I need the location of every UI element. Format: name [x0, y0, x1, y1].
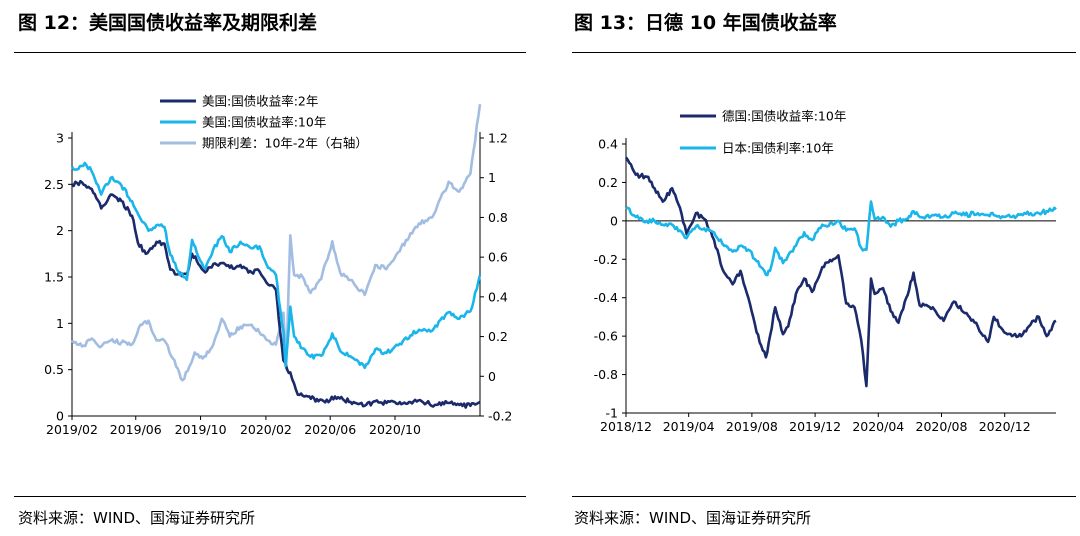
legend-label-2: 期限利差：10年-2年（右轴） [202, 136, 368, 151]
x-tick-label: 2020/08 [916, 419, 968, 434]
y2-tick-label: 1 [488, 170, 496, 185]
y-tick-label: 0 [56, 409, 64, 424]
y-tick-label: -0.2 [594, 252, 618, 267]
legend-label-0: 美国:国债收益率:2年 [202, 94, 318, 109]
x-tick-label: 2020/10 [369, 422, 421, 437]
x-tick-label: 2020/04 [852, 419, 904, 434]
y-tick-label: 2 [56, 223, 64, 238]
figure-13-title: 图 13：日德 10 年国债收益率 [574, 12, 837, 34]
figure-12-bottom-rule [14, 496, 526, 497]
y-tick-label: 2.5 [44, 177, 64, 192]
y2-tick-label: 0.6 [488, 250, 508, 265]
y-tick-label: -0.6 [594, 329, 618, 344]
y-tick-label: -0.8 [594, 367, 618, 382]
y2-tick-label: 0.2 [488, 329, 508, 344]
x-tick-label: 2020/02 [240, 422, 292, 437]
figure-12-title: 图 12：美国国债收益率及期限利差 [18, 12, 318, 34]
y2-tick-label: 0.8 [488, 210, 508, 225]
x-tick-label: 2019/04 [663, 419, 715, 434]
y-tick-label: 0.4 [598, 137, 618, 152]
series-line-2 [70, 104, 482, 382]
series-line-1 [625, 200, 1057, 277]
figure-12-source: 资料来源：WIND、国海证券研究所 [18, 509, 256, 527]
x-tick-label: 2020/06 [304, 422, 356, 437]
y-tick-label: -1 [606, 406, 618, 421]
legend-label-0: 德国:国债收益率:10年 [722, 109, 846, 124]
series-line-0 [624, 156, 1057, 388]
jp-de-yield-chart: -1 -0.8 -0.6 -0.4 -0.2 0 0.2 0.4 2018/12 2019/04 2… [594, 109, 1057, 434]
figure-13-bottom-rule [572, 496, 1076, 497]
y2-tick-label: 1.2 [488, 131, 508, 146]
figure-12-top-rule [14, 52, 526, 53]
y2-tick-label: -0.2 [488, 409, 512, 424]
us-yield-chart: 0 0.5 1 1.5 2 2.5 3 -0.2 0 0.2 0.4 0.6 0.8 1 1.2 2019/0… [44, 94, 512, 438]
y-tick-label: 1.5 [44, 270, 64, 285]
x-tick-label: 2018/12 [600, 419, 652, 434]
y-tick-label: -0.4 [594, 290, 618, 305]
y-tick-label: 0 [610, 213, 618, 228]
y-tick-label: 0.2 [598, 175, 618, 190]
y-tick-label: 3 [56, 131, 64, 146]
x-tick-label: 2019/12 [789, 419, 841, 434]
figure-13-top-rule [572, 52, 1076, 53]
x-tick-label: 2019/06 [110, 422, 162, 437]
y2-tick-label: 0 [488, 369, 496, 384]
series-line-1 [70, 161, 482, 370]
y2-tick-label: 0.4 [488, 289, 508, 304]
figure-12-panel: 图 12：美国国债收益率及期限利差 0 0.5 1 1.5 2 2.5 3 -0.2 0 0.2 0… [14, 12, 526, 527]
figure-13-source: 资料来源：WIND、国海证券研究所 [574, 509, 812, 527]
series-line-0 [71, 179, 481, 409]
y-tick-label: 0.5 [44, 362, 64, 377]
x-tick-label: 2019/08 [726, 419, 778, 434]
legend-label-1: 美国:国债收益率:10年 [202, 115, 326, 130]
x-tick-label: 2020/12 [979, 419, 1031, 434]
figure-13-panel: 图 13：日德 10 年国债收益率 -1 -0.8 -0.6 -0.4 -0.2 0 0.2… [540, 0, 1080, 536]
x-tick-label: 2019/02 [46, 422, 98, 437]
x-tick-label: 2019/10 [175, 422, 227, 437]
y-tick-label: 1 [56, 316, 64, 331]
legend-label-1: 日本:国债利率:10年 [722, 141, 834, 156]
